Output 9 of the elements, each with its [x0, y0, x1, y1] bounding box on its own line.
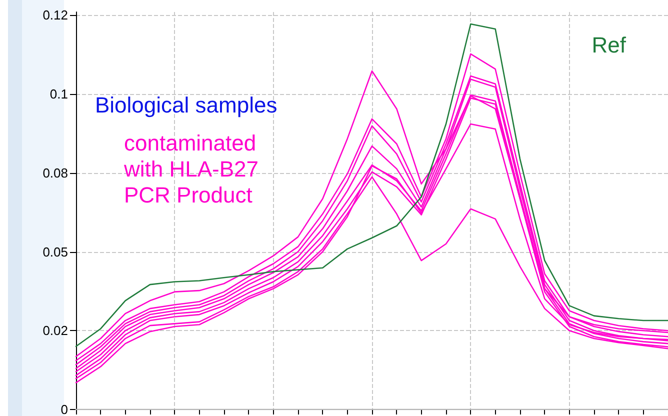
y-tick-label: 0: [60, 402, 68, 416]
annotation: contaminated with HLA-B27 PCR Product: [123, 130, 259, 208]
text: Ref: [592, 32, 627, 58]
y-tick-label: 0.1: [50, 86, 68, 102]
y-tick-label: 0.02: [42, 323, 68, 338]
y-tick-label: 0.05: [42, 244, 68, 260]
y-tick-label: 0.12: [42, 8, 68, 23]
annotation: Biological samples: [95, 92, 278, 118]
y-tick-label: 0.08: [42, 165, 68, 180]
